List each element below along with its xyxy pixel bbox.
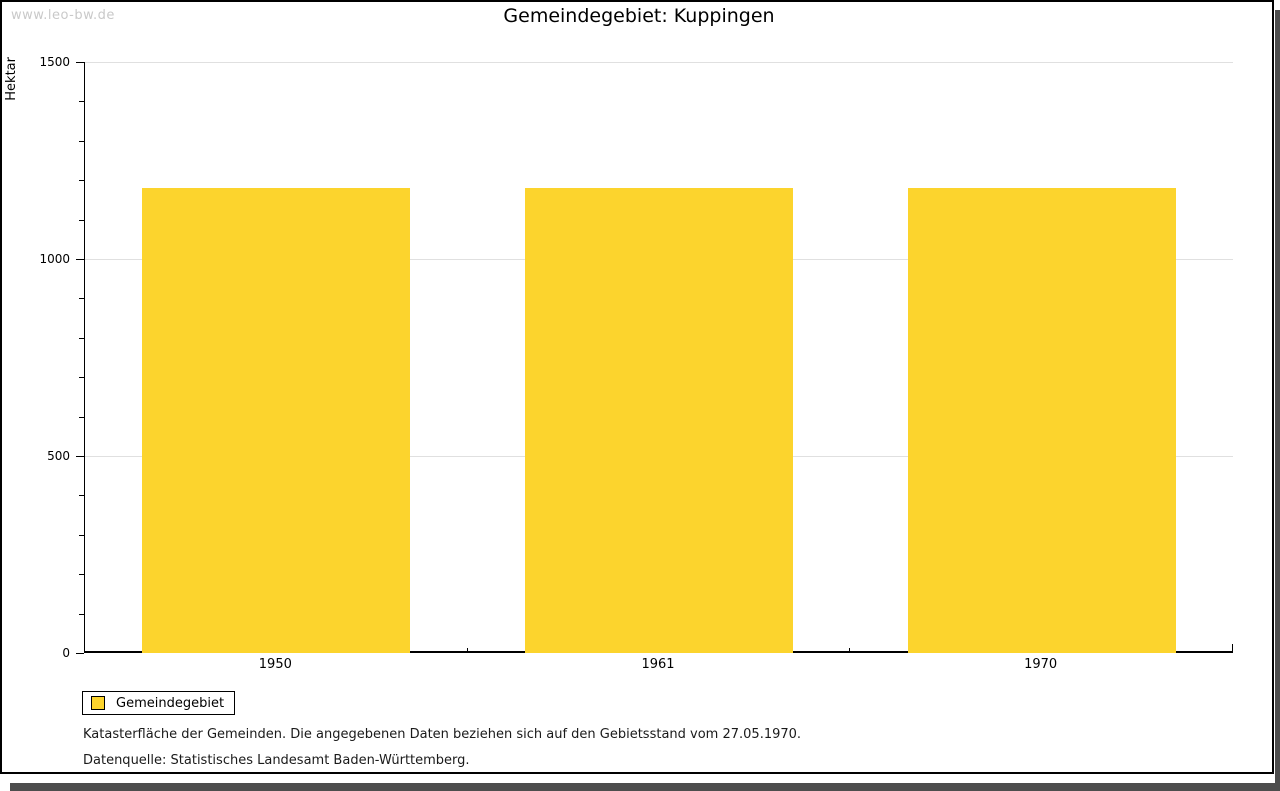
y-minor-tick-900 (79, 298, 84, 300)
y-minor-tick-200 (79, 574, 84, 576)
x-boundary-tick-1 (466, 648, 468, 653)
legend-box: Gemeindegebiet (82, 691, 235, 715)
plot-area (84, 61, 1233, 653)
y-major-tick-1000 (76, 259, 84, 260)
y-minor-tick-1400 (79, 101, 84, 103)
window-shadow-right (1275, 10, 1280, 791)
y-minor-tick-300 (79, 534, 84, 536)
y-tick-label-1500: 1500 (39, 55, 70, 69)
footnote-source-note: Katasterfläche der Gemeinden. Die angege… (83, 727, 802, 742)
y-major-tick-500 (76, 456, 84, 457)
y-tick-label-1000: 1000 (39, 252, 70, 266)
window-shadow-bottom (10, 783, 1280, 791)
y-minor-tick-1200 (79, 180, 84, 182)
x-tick-label-1950: 1950 (258, 657, 292, 672)
y-minor-tick-600 (79, 416, 84, 418)
legend-label: Gemeindegebiet (116, 695, 225, 711)
y-minor-tick-100 (79, 613, 84, 615)
y-major-tick-1500 (76, 62, 84, 63)
y-minor-tick-800 (79, 337, 84, 339)
x-boundary-tick-2 (849, 648, 851, 653)
chart-title: Gemeindegebiet: Kuppingen (503, 5, 775, 27)
x-axis-end-tick (1232, 644, 1233, 653)
footnote-data-source: Datenquelle: Statistisches Landesamt Bad… (83, 753, 470, 768)
y-tick-label-500: 500 (47, 449, 70, 463)
watermark-leo-bw: www.leo-bw.de (11, 8, 115, 23)
y-minor-tick-1100 (79, 219, 84, 221)
bar-1970 (907, 187, 1176, 653)
x-tick-label-1970: 1970 (1024, 657, 1058, 672)
x-tick-label-1961: 1961 (641, 657, 675, 672)
chart-window: www.leo-bw.de Gemeindegebiet: Kuppingen … (0, 0, 1274, 774)
y-major-tick-0 (76, 653, 84, 654)
y-minor-tick-1300 (79, 140, 84, 142)
bar-1961 (525, 187, 793, 653)
y-minor-tick-400 (79, 495, 84, 497)
y-minor-tick-700 (79, 377, 84, 379)
y-tick-label-0: 0 (62, 646, 70, 660)
bar-1950 (142, 187, 411, 653)
gridline-1500 (85, 61, 1233, 63)
legend-color-swatch-icon (91, 696, 105, 710)
